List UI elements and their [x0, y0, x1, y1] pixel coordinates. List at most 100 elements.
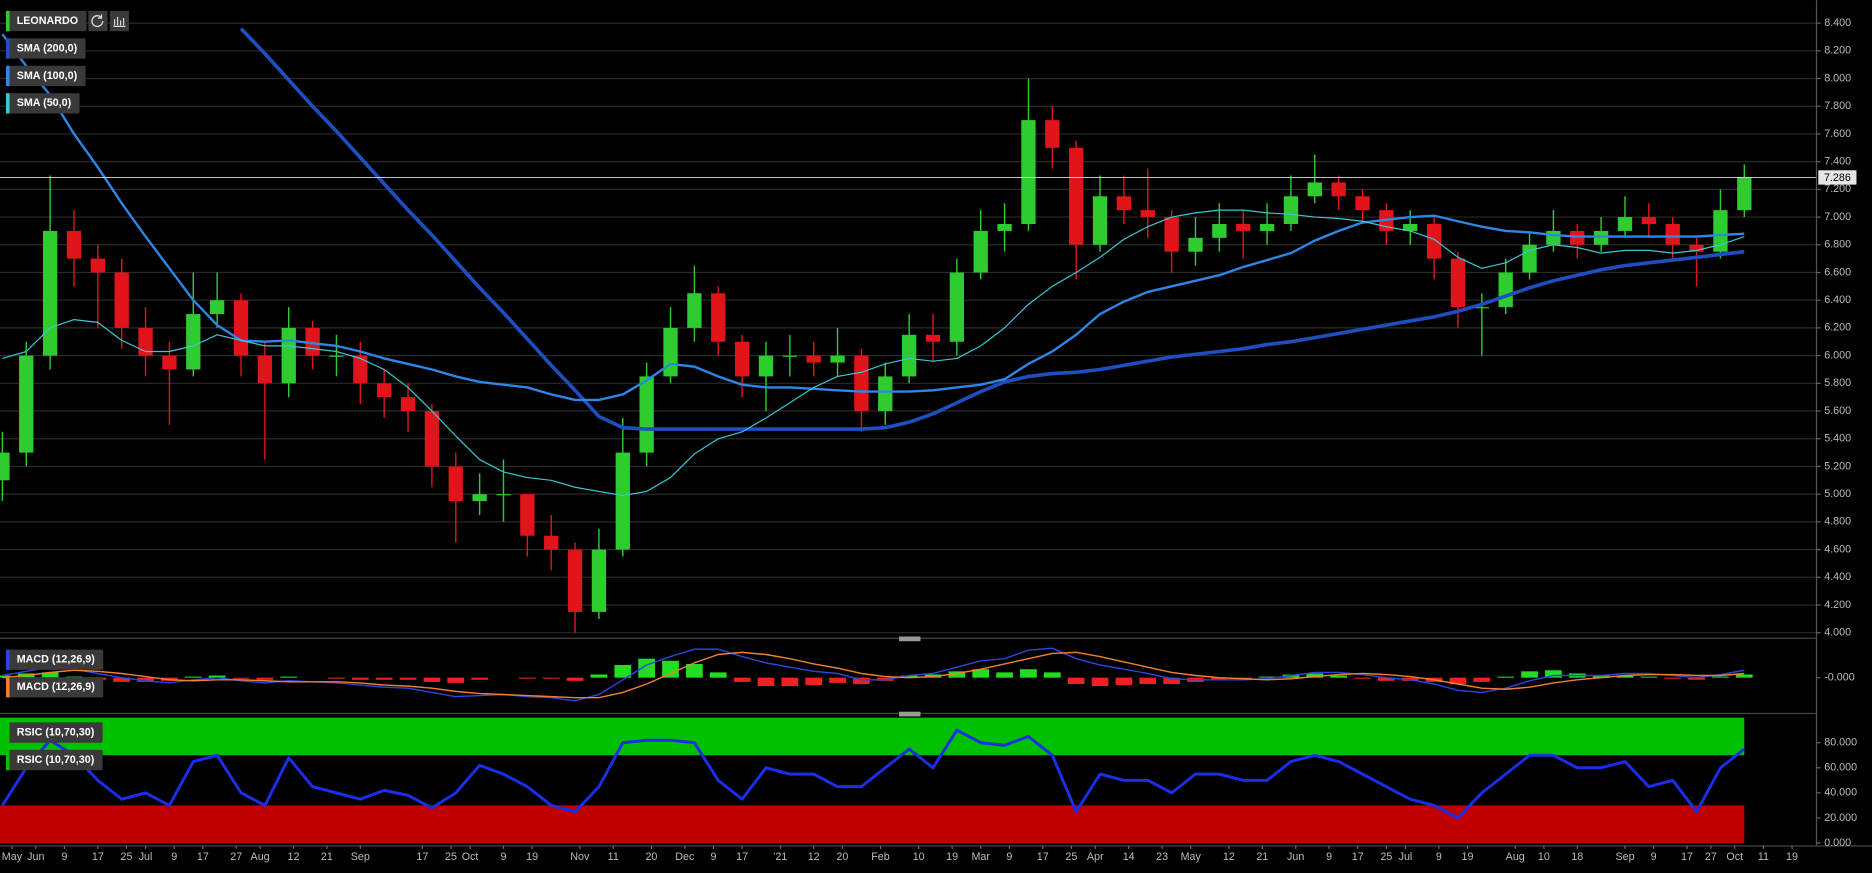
y-tick-label: 7.000	[1824, 211, 1851, 223]
macd-histogram-bar	[709, 672, 727, 678]
x-tick-label: 21	[321, 851, 333, 863]
candle-body	[663, 327, 678, 377]
macd-histogram-bar	[853, 677, 870, 684]
legend-box	[5, 677, 104, 698]
y-tick-label: 6.800	[1824, 239, 1851, 251]
macd-histogram-bar	[1545, 670, 1562, 678]
rsi-panel	[0, 717, 1746, 844]
macd-histogram-bar	[948, 671, 966, 678]
x-tick-label: 19	[1462, 851, 1474, 863]
legend-box	[5, 93, 80, 114]
x-tick-label: 12	[1223, 851, 1235, 863]
x-tick-label: 14	[1123, 851, 1135, 863]
y-tick-label: 4.200	[1824, 599, 1851, 611]
x-tick-label: 9	[61, 851, 67, 863]
legend-box	[5, 722, 103, 743]
macd-histogram-bar	[256, 677, 274, 680]
macd-line	[2, 647, 1745, 702]
x-tick-label: 23	[1156, 851, 1168, 863]
settings-button[interactable]	[109, 10, 129, 32]
macd-histogram-bar	[280, 676, 298, 678]
sma-line	[239, 27, 1745, 431]
x-tick-label: 12	[288, 851, 300, 863]
candle-body	[496, 494, 511, 496]
refresh-button[interactable]	[88, 10, 108, 32]
candle-body	[186, 314, 201, 370]
y-tick-label: 6.600	[1824, 266, 1851, 278]
x-tick-label: '21	[773, 851, 787, 863]
y-tick-label: 4.000	[1824, 627, 1851, 639]
legend-box	[5, 649, 104, 670]
legend-box	[5, 749, 103, 771]
x-tick-label: 9	[171, 851, 177, 863]
candle-body	[1092, 196, 1108, 245]
x-tick-label: 25	[1380, 851, 1392, 863]
macd-histogram-bar	[662, 660, 679, 678]
x-tick-label: Nov	[570, 851, 590, 863]
legend-swatch	[5, 93, 10, 114]
macd-histogram-bar	[733, 677, 751, 682]
x-tick-label: 17	[197, 851, 209, 863]
macd-histogram-bar	[0, 675, 11, 678]
candle-body	[400, 397, 416, 412]
legend-swatch	[5, 65, 10, 87]
legend-swatch	[5, 749, 10, 771]
x-tick-label: Aug	[251, 851, 270, 863]
candle-body	[1713, 210, 1728, 252]
candle-body	[1331, 182, 1346, 197]
candle-body	[1045, 120, 1060, 148]
macd-panel	[0, 647, 1753, 702]
candle-body	[19, 355, 34, 453]
y-tick-label: -0.000	[1824, 672, 1854, 684]
y-tick-label: 80.000	[1824, 737, 1857, 749]
x-tick-label: Mar	[971, 851, 990, 863]
macd-histogram-bar	[1473, 677, 1491, 682]
candle-body	[1403, 224, 1418, 231]
y-tick-label: 20.000	[1824, 812, 1857, 824]
sma-legend: SMA (200,0)	[5, 38, 86, 59]
candle-body	[1307, 182, 1322, 197]
candle-body	[615, 452, 630, 550]
candle-body	[1570, 230, 1585, 245]
macd-histogram-bar	[328, 677, 345, 679]
macd-histogram-bar	[423, 677, 441, 682]
panel-resize-handle[interactable]	[898, 711, 921, 717]
candle-body	[1212, 224, 1227, 238]
candle-body	[42, 230, 58, 356]
macd-histogram-bar	[1139, 677, 1157, 684]
x-tick-label: 11	[608, 851, 619, 863]
macd-histogram-bar	[137, 677, 154, 682]
candle-body	[1259, 224, 1275, 231]
x-tick-label: 25	[445, 851, 457, 863]
candle-body	[806, 355, 821, 363]
panel-resize-handle[interactable]	[898, 636, 921, 642]
legend-label: SMA (50,0)	[17, 97, 72, 109]
candle-body	[925, 334, 941, 342]
legend-label: RSIC (10,70,30)	[17, 754, 95, 766]
macd-histogram-bar	[1258, 676, 1276, 678]
macd-histogram-bar	[1354, 677, 1371, 679]
macd-histogram-bar	[447, 677, 465, 683]
sma-line	[2, 209, 1745, 497]
macd-histogram-bar	[542, 677, 560, 679]
macd-histogram-bar	[1497, 676, 1515, 678]
macd-histogram-bar	[996, 672, 1013, 678]
macd-histogram-bar	[614, 665, 632, 678]
candle-body	[257, 355, 273, 384]
x-tick-label: 9	[1326, 851, 1332, 863]
macd-histogram-bar	[1616, 675, 1634, 678]
candle-body	[209, 300, 225, 315]
settings-icon	[113, 16, 126, 28]
x-tick-label: 25	[120, 851, 132, 863]
x-tick-label: Sep	[1615, 851, 1634, 863]
candle-body	[448, 466, 463, 502]
macd-histogram-bar	[1163, 677, 1180, 684]
macd-histogram-bar	[375, 677, 393, 680]
candle-body	[1021, 120, 1036, 225]
macd-histogram-bar	[1115, 677, 1133, 686]
x-tick-label: 11	[1758, 851, 1769, 863]
y-tick-label: 4.600	[1824, 543, 1851, 555]
x-tick-label: Aug	[1506, 851, 1525, 863]
macd-histogram-bar	[829, 677, 846, 683]
x-tick-label: 9	[1651, 851, 1657, 863]
